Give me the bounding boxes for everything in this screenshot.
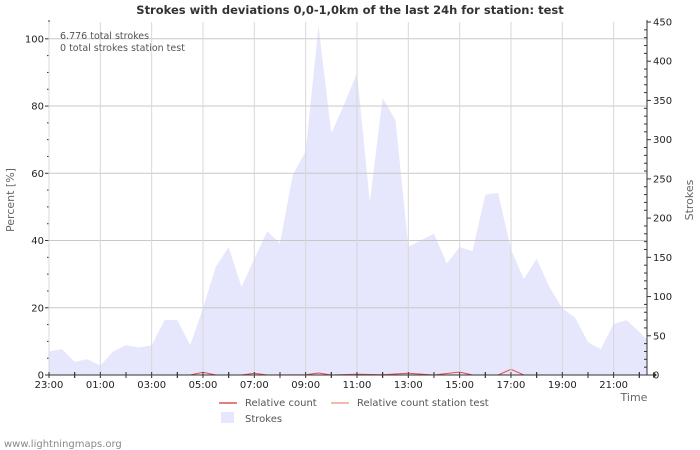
x-tick-label-19:00: 19:00 bbox=[548, 380, 577, 391]
left-tick-label-20: 20 bbox=[31, 303, 44, 314]
right-tick-label-0: 0 bbox=[653, 371, 659, 382]
right-tick-label-200: 200 bbox=[653, 214, 672, 225]
strokes-area-layer bbox=[49, 25, 647, 376]
x-tick-label-01:00: 01:00 bbox=[86, 380, 115, 391]
legend-relative-count-label: Relative count bbox=[245, 398, 317, 409]
x-tick-label-17:00: 17:00 bbox=[497, 380, 526, 391]
x-tick-label-21:00: 21:00 bbox=[599, 380, 628, 391]
right-tick-label-150: 150 bbox=[653, 253, 672, 264]
right-tick-label-300: 300 bbox=[653, 135, 672, 146]
footer-credit: www.lightningmaps.org bbox=[4, 439, 122, 450]
left-tick-label-0: 0 bbox=[38, 371, 44, 382]
axes-layer: 0 20 40 60 80 100 0 50 100 150 200 250 300 350 400 450 2… bbox=[25, 18, 672, 392]
left-tick-label-80: 80 bbox=[31, 102, 44, 113]
right-axis-label: Strokes bbox=[683, 179, 696, 220]
x-tick-label-15:00: 15:00 bbox=[445, 380, 474, 391]
legend-relative-count-station-label: Relative count station test bbox=[357, 398, 489, 409]
x-tick-label-23:00: 23:00 bbox=[35, 380, 64, 391]
strokes-area bbox=[49, 25, 647, 376]
right-tick-label-250: 250 bbox=[653, 174, 672, 185]
left-tick-label-40: 40 bbox=[31, 236, 44, 247]
right-tick-label-50: 50 bbox=[653, 331, 666, 342]
chart-title: Strokes with deviations 0,0-1,0km of the… bbox=[136, 3, 564, 17]
right-tick-label-400: 400 bbox=[653, 57, 672, 68]
total-strokes-note: 6.776 total strokes bbox=[60, 31, 149, 42]
x-tick-label-13:00: 13:00 bbox=[394, 380, 423, 391]
x-axis-arrow bbox=[653, 372, 657, 378]
x-tick-label-03:00: 03:00 bbox=[137, 380, 166, 391]
legend-strokes-label: Strokes bbox=[245, 414, 282, 425]
x-tick-label-11:00: 11:00 bbox=[343, 380, 372, 391]
right-tick-label-100: 100 bbox=[653, 292, 672, 303]
left-tick-label-100: 100 bbox=[25, 34, 44, 45]
legend: Relative count Relative count station te… bbox=[219, 398, 489, 425]
x-axis-label: Time bbox=[620, 391, 648, 404]
legend-strokes-swatch bbox=[221, 412, 234, 423]
grid-layer bbox=[49, 38, 647, 309]
station-strokes-note: 0 total strokes station test bbox=[60, 43, 185, 54]
right-tick-label-450: 450 bbox=[653, 18, 672, 29]
right-tick-label-350: 350 bbox=[653, 96, 672, 107]
left-tick-label-60: 60 bbox=[31, 169, 44, 180]
left-axis-label: Percent [%] bbox=[4, 168, 17, 232]
x-tick-label-09:00: 09:00 bbox=[291, 380, 320, 391]
x-tick-label-05:00: 05:00 bbox=[189, 380, 218, 391]
x-tick-label-07:00: 07:00 bbox=[240, 380, 269, 391]
